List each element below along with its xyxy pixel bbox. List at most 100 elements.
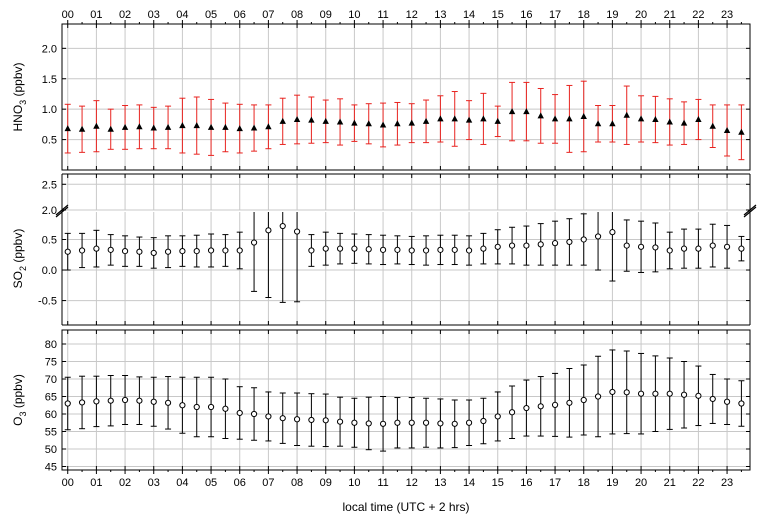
o3-point xyxy=(637,390,645,397)
so2-point xyxy=(107,246,114,253)
o3-point xyxy=(279,415,286,422)
hno3-point xyxy=(207,123,215,130)
x-tick-label-top: 14 xyxy=(463,9,475,21)
hno3-point xyxy=(537,112,544,119)
so2-point xyxy=(64,248,71,255)
x-tick-label-bottom: 15 xyxy=(492,477,504,489)
hno3-point xyxy=(508,108,516,115)
hno3-point xyxy=(136,123,143,130)
x-tick-label-top: 22 xyxy=(692,9,704,21)
so2-point xyxy=(308,247,315,254)
so2-point xyxy=(279,222,286,230)
o3-point xyxy=(351,419,358,426)
so2-point xyxy=(365,246,372,253)
hno3-point xyxy=(709,122,716,129)
hno3-point xyxy=(293,116,301,123)
labels-layer: local time (UTC + 2 hrs) HNO3 (ppbv) SO2 … xyxy=(11,62,470,514)
x-tick-label-top: 21 xyxy=(664,9,676,21)
o3-point xyxy=(236,409,243,417)
so2-point xyxy=(222,247,229,254)
o3-point xyxy=(695,392,702,399)
x-tick-label-top: 19 xyxy=(606,9,618,21)
x-tick-label-top: 17 xyxy=(549,9,561,21)
x-tick-label-bottom: 04 xyxy=(176,477,188,489)
o3-point xyxy=(379,420,387,427)
so2-point xyxy=(609,229,616,236)
o3-point xyxy=(623,389,630,396)
so2-point xyxy=(250,239,258,246)
o3-point xyxy=(93,398,100,405)
so2-point xyxy=(351,245,358,252)
o3-point xyxy=(193,403,200,411)
hno3-point xyxy=(551,115,559,122)
hno3-point xyxy=(680,119,688,126)
so2-point xyxy=(680,245,688,252)
hno3-y-tick-label: 2.0 xyxy=(42,43,57,55)
so2-point xyxy=(408,247,415,254)
so2-point xyxy=(666,247,673,254)
hno3-point xyxy=(637,115,645,122)
o3-point xyxy=(680,391,688,398)
x-tick-label-top: 02 xyxy=(119,9,131,21)
o3-point xyxy=(437,420,444,427)
so2-point xyxy=(709,242,716,249)
x-tick-label-bottom: 18 xyxy=(578,477,590,489)
hno3-point xyxy=(652,116,659,123)
so2-point xyxy=(637,243,645,250)
so2-point xyxy=(265,227,272,234)
so2-point xyxy=(150,249,157,257)
hno3-point xyxy=(437,115,444,122)
so2-point xyxy=(465,247,473,254)
o3-point xyxy=(408,419,415,426)
hno3-point xyxy=(422,117,430,124)
panel-frames xyxy=(55,23,757,471)
x-tick-label-bottom: 21 xyxy=(664,477,676,489)
hno3-point xyxy=(164,123,172,130)
x-tick-label-bottom: 05 xyxy=(205,477,217,489)
hno3-point xyxy=(336,118,344,125)
hno3-point xyxy=(594,120,602,127)
hno3-point xyxy=(236,125,243,132)
so2-upper-y-tick-label: 2.5 xyxy=(42,179,57,191)
o3-point xyxy=(609,388,616,396)
hno3-point xyxy=(107,125,114,132)
so2-point xyxy=(379,246,387,253)
so2-lower-y-tick-label: -0.5 xyxy=(38,296,57,308)
hno3-point xyxy=(93,122,100,129)
so2-point xyxy=(93,245,100,252)
axis-break-mark-left xyxy=(55,206,69,218)
hno3-point xyxy=(150,124,157,131)
x-tick-label-bottom: 16 xyxy=(520,477,532,489)
o3-point xyxy=(121,396,129,404)
hno3-point xyxy=(523,108,530,115)
x-tick-label-bottom: 02 xyxy=(119,477,131,489)
o3-point xyxy=(738,400,745,407)
x-tick-label-top: 00 xyxy=(62,9,74,21)
x-tick-label-top: 06 xyxy=(234,9,246,21)
x-tick-label-bottom: 13 xyxy=(434,477,446,489)
hno3-point xyxy=(279,117,286,124)
hno3-point xyxy=(121,123,129,130)
x-tick-label-bottom: 23 xyxy=(721,477,733,489)
o3-point xyxy=(723,398,731,405)
so2-point xyxy=(394,246,401,253)
x-tick-label-top: 20 xyxy=(635,9,647,21)
o3-y-tick-label: 60 xyxy=(45,409,57,421)
x-tick-label-bottom: 17 xyxy=(549,477,561,489)
x-tick-label-top: 11 xyxy=(377,9,388,21)
o3-point xyxy=(207,403,215,411)
hno3-y-tick-label: 0.5 xyxy=(42,135,57,147)
so2-point xyxy=(695,245,702,252)
hno3-point xyxy=(179,122,186,129)
so2-point xyxy=(594,233,602,240)
hno3-point xyxy=(695,116,702,123)
so2-point xyxy=(179,247,186,255)
x-tick-label-top: 10 xyxy=(348,9,360,21)
x-tick-label-top: 07 xyxy=(262,9,274,21)
o3-point xyxy=(222,405,229,412)
x-tick-label-top: 23 xyxy=(721,9,733,21)
o3-point xyxy=(652,390,659,397)
x-tick-label-top: 09 xyxy=(320,9,332,21)
o3-y-tick-label: 55 xyxy=(45,427,57,439)
so2-point xyxy=(537,241,544,248)
